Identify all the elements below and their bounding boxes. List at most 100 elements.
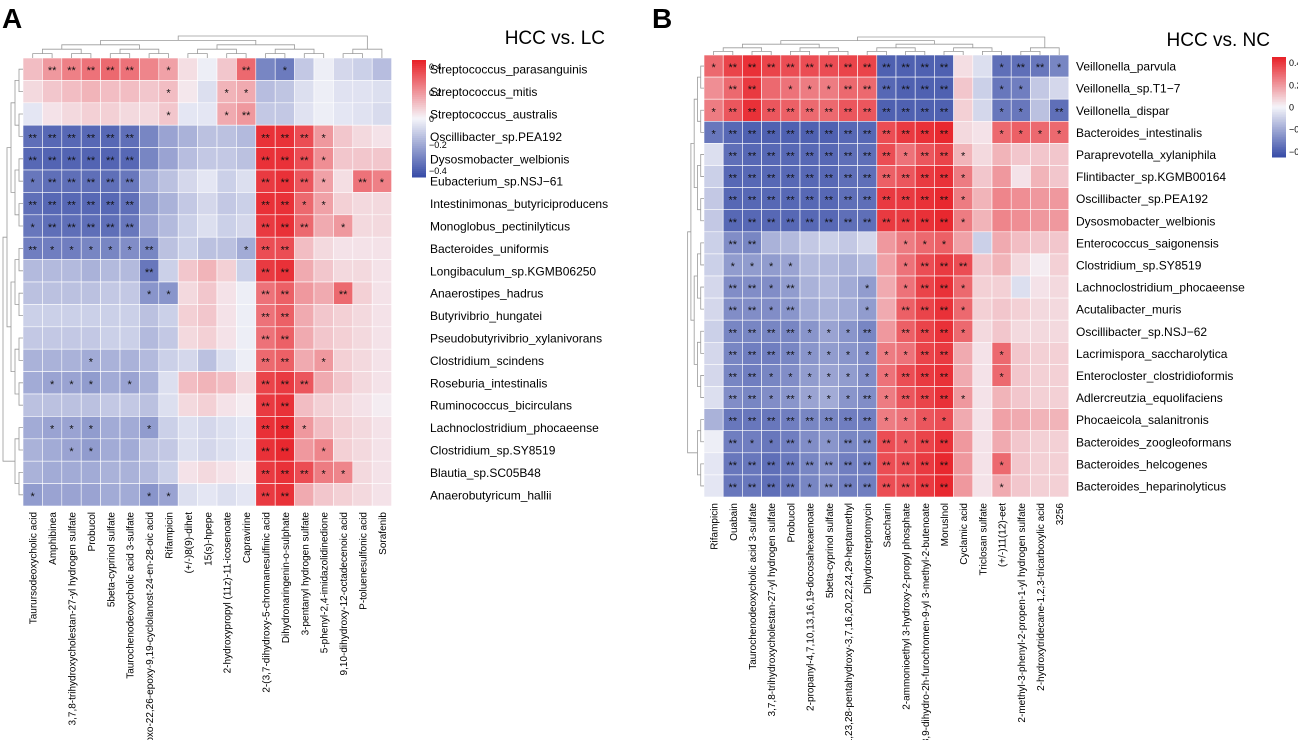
legend-swatch bbox=[1272, 110, 1286, 113]
column-label: 5beta-cyprinol sulfate bbox=[825, 503, 836, 598]
significance-mark: * bbox=[1038, 128, 1043, 140]
significance-mark: ** bbox=[87, 155, 96, 167]
significance-mark: * bbox=[846, 327, 851, 339]
heatmap-cell bbox=[352, 371, 373, 395]
significance-mark: ** bbox=[1017, 62, 1026, 74]
significance-mark: ** bbox=[844, 128, 853, 140]
heatmap-cell bbox=[100, 483, 121, 507]
heatmap-cell bbox=[216, 326, 237, 350]
significance-mark: * bbox=[750, 261, 755, 273]
row-label: Enterococcus_saigonensis bbox=[1076, 236, 1219, 250]
significance-mark: ** bbox=[729, 239, 738, 251]
heatmap-cell bbox=[352, 281, 373, 305]
heatmap-cell bbox=[197, 304, 218, 328]
significance-mark: * bbox=[903, 261, 908, 273]
significance-mark: * bbox=[147, 424, 152, 436]
dendrogram-branch bbox=[700, 330, 704, 354]
significance-mark: ** bbox=[786, 416, 795, 428]
significance-mark: * bbox=[827, 349, 832, 361]
heatmap-cell bbox=[216, 236, 237, 260]
heatmap-cell bbox=[953, 54, 974, 78]
significance-mark: ** bbox=[748, 195, 757, 207]
heatmap-cell bbox=[333, 192, 354, 216]
significance-mark: ** bbox=[940, 62, 949, 74]
significance-mark: * bbox=[1057, 128, 1062, 140]
legend-swatch bbox=[1272, 85, 1286, 88]
heatmap-cell bbox=[991, 209, 1012, 233]
legend-swatch bbox=[412, 69, 426, 73]
significance-mark: * bbox=[827, 84, 832, 96]
legend-swatch bbox=[1272, 93, 1286, 96]
legend-swatch bbox=[412, 71, 426, 75]
heatmap-cell bbox=[236, 192, 257, 216]
dendrogram-branch bbox=[713, 51, 734, 55]
heatmap-cell bbox=[972, 364, 993, 387]
heatmap-cell bbox=[119, 326, 140, 350]
heatmap-cell bbox=[177, 192, 198, 216]
dendrogram-branch bbox=[197, 48, 237, 54]
heatmap-cell bbox=[313, 393, 334, 417]
significance-mark: ** bbox=[106, 177, 115, 189]
heatmap-cell bbox=[703, 253, 724, 277]
significance-mark: ** bbox=[261, 468, 270, 480]
row-label: Eubacterium_sp.NSJ−61 bbox=[430, 175, 563, 189]
heatmap-cell bbox=[197, 102, 218, 126]
heatmap-cell bbox=[1030, 165, 1050, 188]
heatmap-cell bbox=[371, 236, 392, 260]
significance-mark: ** bbox=[48, 155, 57, 167]
heatmap-cell bbox=[158, 326, 179, 350]
significance-mark: ** bbox=[901, 195, 910, 207]
dendrogram-branch bbox=[216, 44, 295, 50]
significance-mark: ** bbox=[87, 200, 96, 212]
heatmap-cell bbox=[780, 231, 801, 255]
significance-mark: ** bbox=[729, 305, 738, 317]
heatmap-cell bbox=[158, 348, 179, 372]
heatmap-cell bbox=[972, 143, 993, 166]
heatmap-cell bbox=[22, 438, 43, 462]
significance-mark: ** bbox=[281, 468, 290, 480]
significance-mark: ** bbox=[748, 394, 757, 406]
legend-swatch bbox=[412, 153, 426, 157]
heatmap-cell bbox=[371, 326, 392, 350]
heatmap-cell bbox=[42, 80, 63, 104]
significance-mark: * bbox=[711, 128, 716, 140]
dendrogram-branch bbox=[700, 154, 704, 177]
dendrogram-branch bbox=[697, 341, 701, 387]
heatmap-cell bbox=[876, 319, 897, 343]
column-label: Moruslnol bbox=[940, 503, 951, 546]
heatmap-cell bbox=[313, 281, 334, 305]
heatmap-cell bbox=[1049, 209, 1070, 233]
legend-swatch bbox=[412, 171, 426, 174]
column-label: Dihydronaringenin-o-sulphate bbox=[281, 512, 292, 644]
significance-mark: * bbox=[788, 84, 793, 96]
heatmap-cell bbox=[1010, 430, 1031, 454]
dendrogram-branch bbox=[697, 76, 701, 122]
heatmap-cell bbox=[313, 483, 334, 507]
significance-mark: * bbox=[50, 244, 55, 256]
column-label: Saccharin bbox=[882, 503, 893, 547]
heatmap-cell bbox=[352, 102, 373, 126]
column-label: Sorafenib bbox=[378, 512, 389, 555]
significance-mark: ** bbox=[863, 460, 872, 472]
significance-mark: * bbox=[711, 62, 716, 74]
heatmap-cell bbox=[333, 147, 354, 171]
significance-mark: * bbox=[884, 349, 889, 361]
significance-mark: * bbox=[807, 84, 812, 96]
heatmap-cell bbox=[991, 297, 1012, 321]
significance-mark: * bbox=[769, 394, 774, 406]
heatmap-cell bbox=[761, 76, 782, 100]
significance-mark: ** bbox=[786, 349, 795, 361]
dendrogram-branch bbox=[187, 53, 208, 58]
heatmap-cell bbox=[953, 474, 974, 498]
heatmap-cell bbox=[703, 474, 724, 498]
heatmap-cell bbox=[236, 169, 257, 193]
significance-mark: * bbox=[147, 289, 152, 301]
heatmap-cell bbox=[1030, 275, 1050, 299]
significance-mark: * bbox=[31, 222, 36, 234]
dendrogram-branch bbox=[905, 51, 926, 55]
heatmap-cell bbox=[177, 281, 198, 305]
heatmap-cell bbox=[1010, 297, 1031, 321]
legend-swatch bbox=[412, 112, 426, 116]
heatmap-cell bbox=[119, 259, 140, 283]
heatmap-cell bbox=[139, 214, 160, 238]
